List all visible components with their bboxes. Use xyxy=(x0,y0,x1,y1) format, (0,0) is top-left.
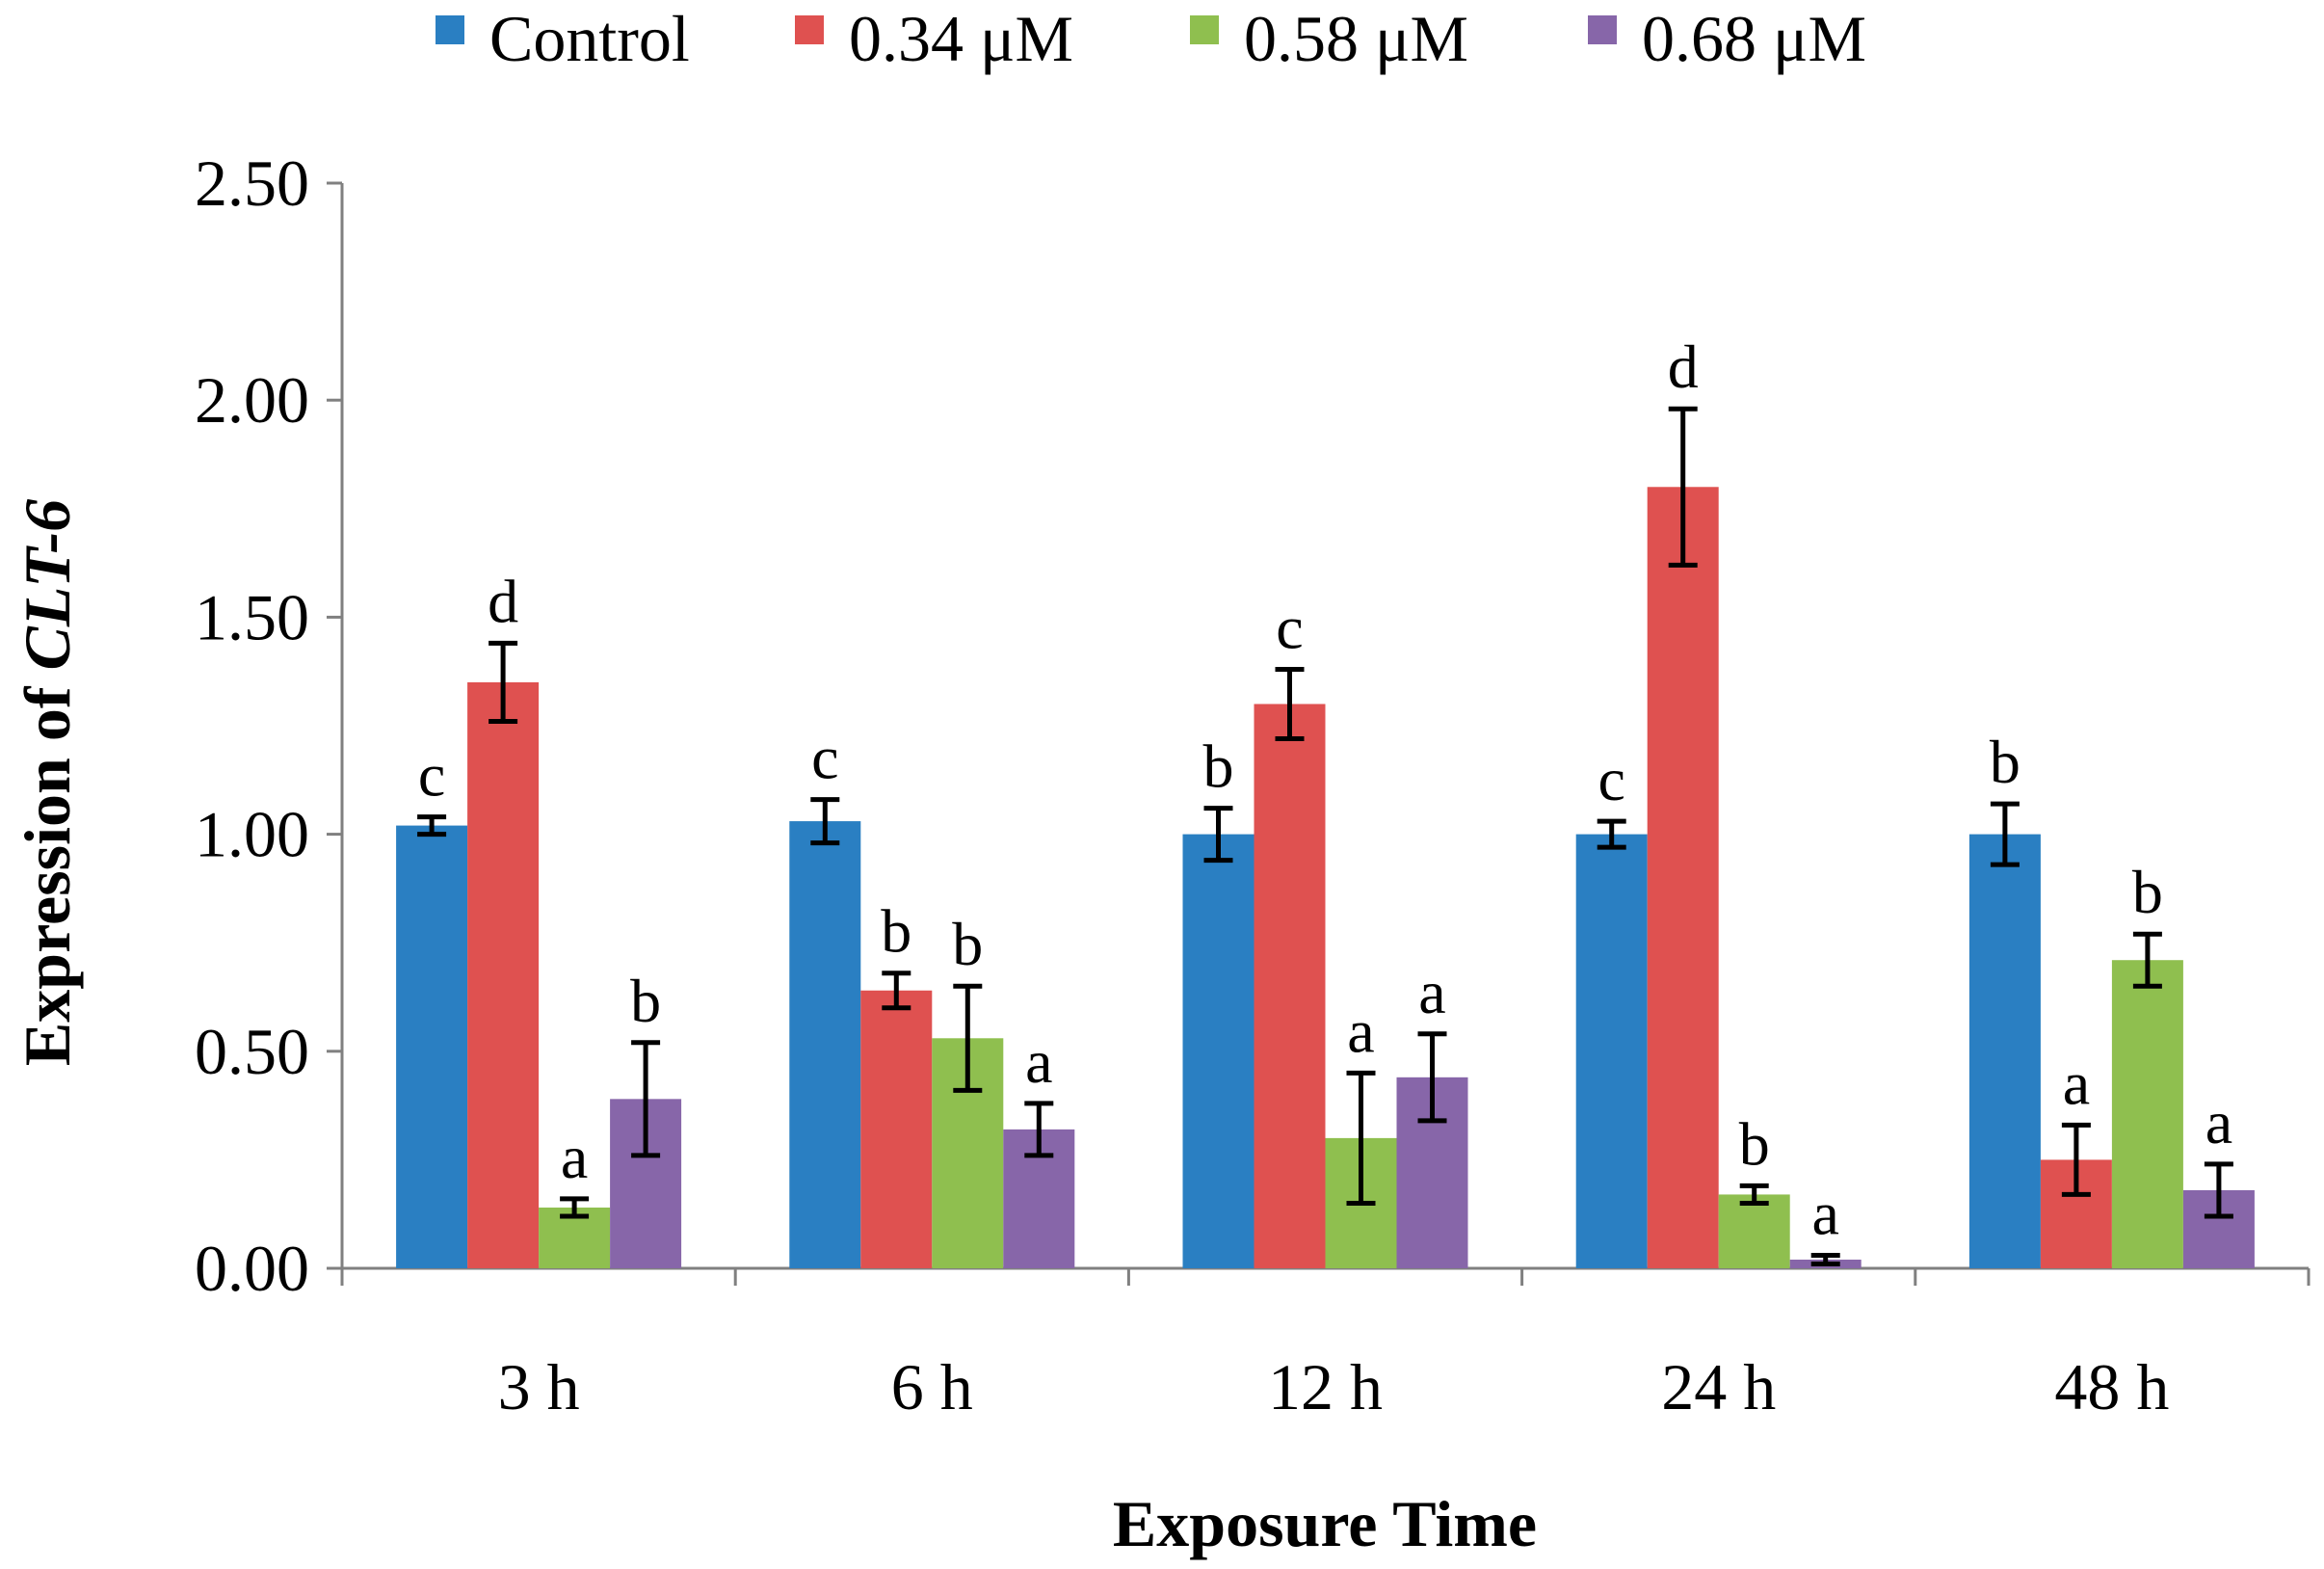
y-tick-label: 0.50 xyxy=(195,1015,309,1088)
bar-control-48-h xyxy=(1968,834,2041,1268)
y-tick-label: 1.50 xyxy=(195,580,309,653)
legend-swatch-0-58-m xyxy=(1190,15,1219,44)
bar-control-24-h xyxy=(1575,834,1648,1268)
x-tick-label-3-h: 3 h xyxy=(498,1350,580,1423)
significance-label-0-34-m-3-h: d xyxy=(488,567,518,635)
y-tick-label: 0.00 xyxy=(195,1232,309,1305)
y-tick-label: 1.00 xyxy=(195,798,309,871)
x-axis-title: Exposure Time xyxy=(1113,1487,1537,1560)
x-tick-label-12-h: 12 h xyxy=(1268,1350,1383,1423)
error-bars xyxy=(417,406,2233,1266)
significance-label-0-68-m-6-h: a xyxy=(1025,1027,1052,1096)
bar-0-34-m-12-h xyxy=(1254,704,1326,1268)
bar-0-58-m-24-h xyxy=(1718,1194,1790,1268)
legend-swatch-0-68-m xyxy=(1588,15,1617,44)
bar-0-34-m-3-h xyxy=(467,681,540,1268)
legend-label-0-34-m: 0.34 μM xyxy=(849,2,1073,75)
significance-label-control-12-h: b xyxy=(1203,732,1234,801)
significance-label-control-6-h: c xyxy=(811,724,838,792)
significance-label-0-58-m-48-h: b xyxy=(2132,858,2163,926)
significance-label-0-68-m-3-h: b xyxy=(630,967,661,1035)
bar-0-58-m-48-h xyxy=(2111,960,2183,1268)
significance-label-0-68-m-48-h: a xyxy=(2205,1088,2232,1157)
legend-swatch-control xyxy=(436,15,464,44)
x-tick-label-24-h: 24 h xyxy=(1661,1350,1776,1423)
y-axis-title: Expression of CLT-6 xyxy=(11,499,84,1066)
significance-label-0-58-m-12-h: a xyxy=(1347,997,1374,1065)
significance-label-0-34-m-6-h: b xyxy=(881,897,911,966)
significance-label-0-34-m-24-h: d xyxy=(1668,332,1699,401)
bar-control-12-h xyxy=(1182,834,1254,1268)
significance-label-control-24-h: c xyxy=(1598,745,1624,813)
significance-label-control-48-h: b xyxy=(1990,728,2020,796)
significance-label-0-58-m-6-h: b xyxy=(952,910,983,978)
bar-control-3-h xyxy=(396,825,468,1268)
y-axis-title-gene: CLT-6 xyxy=(11,499,84,671)
significance-label-0-34-m-48-h: a xyxy=(2063,1049,2090,1117)
legend-label-control: Control xyxy=(489,2,690,75)
bars xyxy=(396,487,2255,1268)
significance-label-0-34-m-12-h: c xyxy=(1276,593,1303,661)
significance-label-0-68-m-12-h: a xyxy=(1418,958,1445,1026)
x-tick-label-48-h: 48 h xyxy=(2054,1350,2169,1423)
y-axis-ticks: 0.00 0.50 1.00 1.50 2.00 2.50 xyxy=(195,146,342,1305)
significance-label-control-3-h: c xyxy=(418,741,445,810)
significance-label-0-68-m-24-h: a xyxy=(1811,1179,1838,1247)
bar-0-34-m-6-h xyxy=(860,990,933,1268)
significance-label-0-58-m-3-h: a xyxy=(561,1123,588,1191)
bar-control-6-h xyxy=(789,821,861,1268)
significance-label-0-58-m-24-h: b xyxy=(1739,1109,1770,1178)
y-axis-title-prefix: Expression of xyxy=(11,671,84,1067)
x-tick-label-6-h: 6 h xyxy=(891,1350,973,1423)
legend-swatch-0-34-m xyxy=(795,15,824,44)
legend: Control 0.34 μM 0.58 μM 0.68 μM xyxy=(436,2,1866,75)
x-axis-ticks: 3 h 6 h 12 h 24 h 48 h xyxy=(340,1268,2311,1423)
legend-label-0-68-m: 0.68 μM xyxy=(1642,2,1866,75)
y-tick-label: 2.00 xyxy=(195,363,309,437)
y-tick-label: 2.50 xyxy=(195,146,309,220)
bar-0-34-m-24-h xyxy=(1647,487,1719,1268)
legend-label-0-58-m: 0.58 μM xyxy=(1244,2,1468,75)
